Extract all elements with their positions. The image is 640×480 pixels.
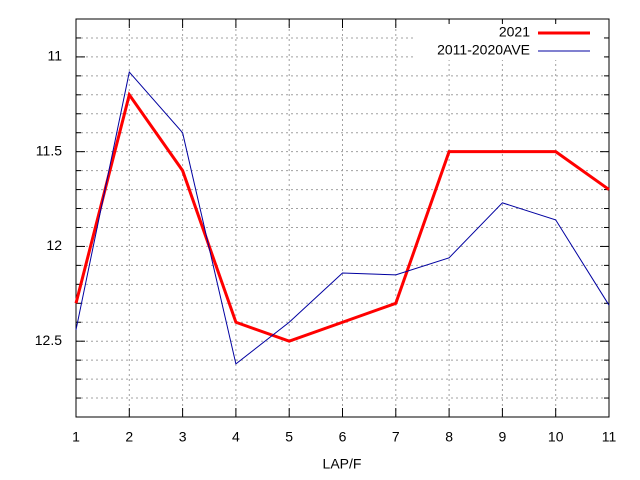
x-tick-label: 2 [125,429,133,445]
x-tick-label: 5 [285,429,293,445]
plot-border [75,18,610,418]
x-tick-label: 1 [72,429,80,445]
x-tick-label: 7 [392,429,400,445]
series-line [75,70,610,365]
legend-background [414,24,604,42]
x-axis-label: LAP/F [323,456,362,472]
legend-background [414,42,604,60]
y-tick-label: 12.5 [35,332,62,348]
x-tick-label: 4 [232,429,240,445]
x-tick-label: 3 [179,429,187,445]
y-tick-label: 12 [46,237,62,253]
x-tick-label: 11 [602,429,617,445]
x-tick-label: 10 [548,429,564,445]
x-tick-label: 6 [339,429,347,445]
legend-label: 2011-2020AVE [437,42,530,58]
series-line [74,91,610,343]
x-tick-label: 8 [445,429,453,445]
x-tick-label: 9 [499,429,507,445]
legend-label: 2021 [499,24,530,40]
y-tick-label: 11.5 [36,142,62,158]
y-tick-label: 11 [47,48,62,64]
